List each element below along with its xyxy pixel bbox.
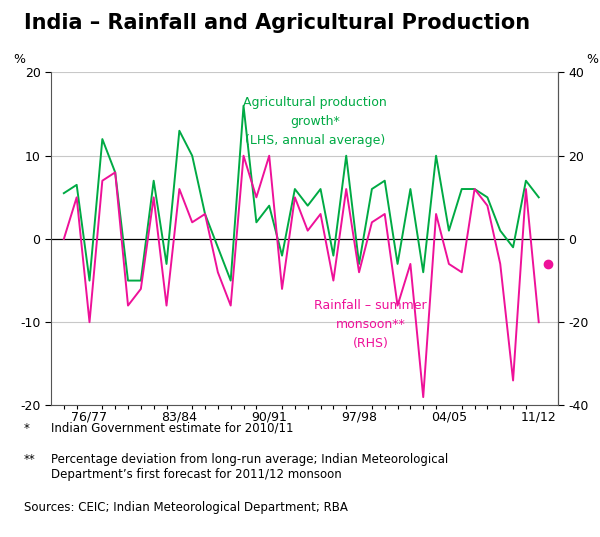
Text: Rainfall – summer
monsoon**
(RHS): Rainfall – summer monsoon** (RHS)	[314, 299, 427, 350]
Text: Percentage deviation from long-run average; Indian Meteorological
Department’s f: Percentage deviation from long-run avera…	[51, 453, 448, 481]
Text: %: %	[586, 53, 598, 66]
Text: Indian Government estimate for 2010/11: Indian Government estimate for 2010/11	[51, 422, 293, 434]
Text: Agricultural production
growth*
(LHS, annual average): Agricultural production growth* (LHS, an…	[243, 96, 386, 147]
Text: *: *	[24, 422, 30, 434]
Text: **: **	[24, 453, 36, 466]
Text: %: %	[13, 53, 25, 66]
Text: India – Rainfall and Agricultural Production: India – Rainfall and Agricultural Produc…	[24, 13, 530, 33]
Text: Sources: CEIC; Indian Meteorological Department; RBA: Sources: CEIC; Indian Meteorological Dep…	[24, 501, 348, 514]
